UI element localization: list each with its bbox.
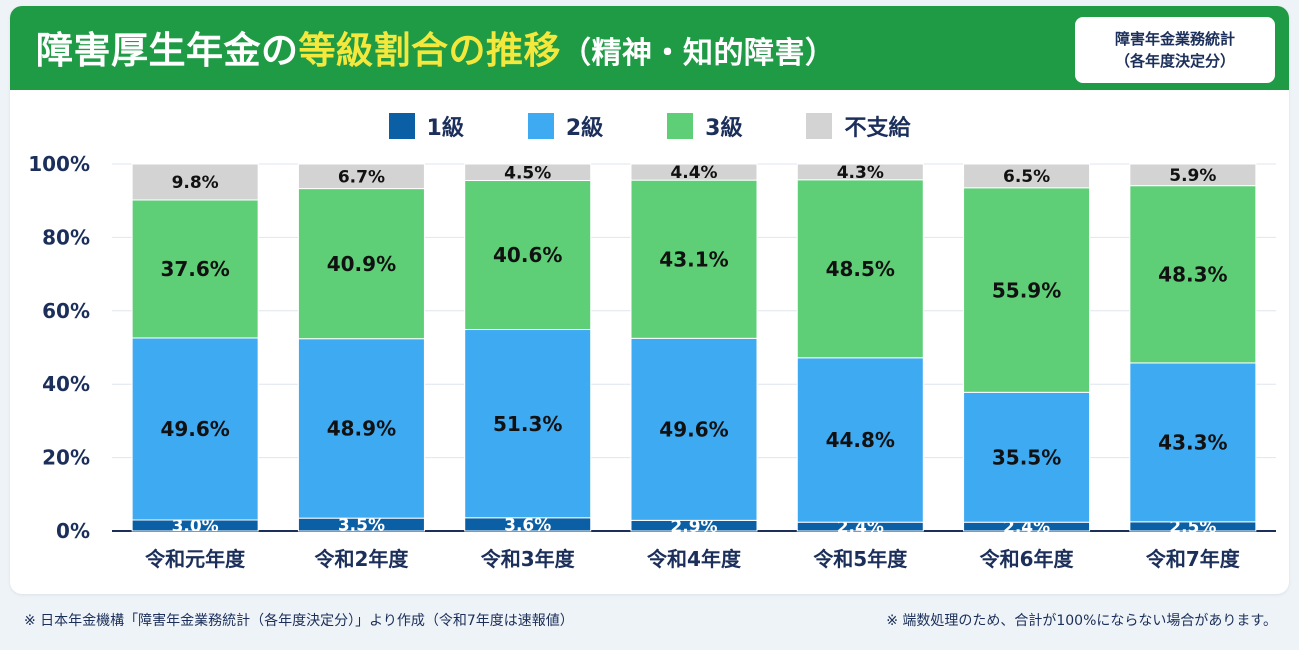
x-category-label: 令和4年度 — [647, 547, 742, 571]
bar-segment-grade3 — [1129, 185, 1257, 364]
bar-segment-grade2 — [796, 357, 924, 523]
bar-segment-grade3 — [963, 187, 1091, 393]
x-category-label: 令和5年度 — [813, 547, 908, 571]
y-tick-label: 40% — [42, 372, 90, 396]
bar-segment-grade2 — [464, 329, 592, 519]
legend-item-unpaid: 不支給 — [806, 110, 910, 142]
legend-label: 3級 — [705, 116, 743, 141]
y-tick-label: 60% — [42, 299, 90, 323]
bar-segment-grade3 — [464, 180, 592, 331]
data-label: 2.5% — [1169, 518, 1216, 538]
data-label: 43.1% — [659, 247, 728, 271]
bar-segment-grade3 — [796, 179, 924, 359]
legend-swatch — [806, 113, 833, 139]
y-tick-label: 0% — [56, 519, 90, 543]
x-category-label: 令和元年度 — [145, 547, 246, 571]
data-label: 49.6% — [659, 418, 728, 442]
bar-segment-unpaid — [1129, 163, 1257, 187]
data-label: 4.4% — [670, 163, 717, 183]
data-label: 35.5% — [992, 445, 1061, 469]
data-label: 6.5% — [1003, 167, 1050, 187]
chart-title: 障害厚生年金の等級割合の推移（精神・知的障害） — [36, 20, 836, 74]
data-label: 2.9% — [670, 517, 717, 537]
data-label: 4.5% — [504, 163, 551, 183]
bar-segment-unpaid — [963, 163, 1091, 189]
y-tick-label: 100% — [28, 152, 90, 176]
data-label: 6.7% — [338, 167, 385, 187]
x-category-label: 令和3年度 — [481, 547, 576, 571]
chart-card: 障害厚生年金の等級割合の推移（精神・知的障害） 障害年金業務統計 （各年度決定分… — [10, 6, 1289, 594]
data-label: 48.5% — [826, 257, 895, 281]
legend-swatch — [527, 113, 554, 139]
data-label: 9.8% — [172, 173, 219, 193]
data-label: 2.4% — [1003, 518, 1050, 538]
bar-segment-unpaid — [630, 163, 758, 181]
legend-item-grade3: 3級 — [667, 110, 742, 142]
source-line2: （各年度決定分） — [1114, 52, 1235, 70]
legend-swatch — [388, 113, 415, 139]
bar-segment-unpaid — [464, 163, 592, 182]
data-label: 48.9% — [327, 417, 396, 441]
data-label: 3.6% — [504, 516, 551, 536]
y-tick-label: 20% — [42, 446, 90, 470]
bar-segment-unpaid — [297, 163, 425, 190]
data-label: 49.6% — [160, 417, 229, 441]
bar-segment-grade2 — [131, 337, 259, 521]
bar-segment-grade3 — [131, 199, 259, 339]
data-label: 37.6% — [160, 257, 229, 281]
data-label: 40.9% — [327, 252, 396, 276]
legend-label: 1級 — [426, 116, 464, 141]
legend-item-grade2: 2級 — [527, 110, 604, 142]
source-line1: 障害年金業務統計 — [1114, 30, 1235, 48]
chart-legend: 1級 2級 3級 不支給 — [10, 106, 1289, 146]
data-label: 43.3% — [1158, 431, 1227, 455]
data-label: 3.0% — [172, 517, 219, 537]
x-category-label: 令和7年度 — [1146, 547, 1241, 571]
data-label: 40.6% — [493, 243, 562, 267]
legend-label: 2級 — [565, 116, 604, 141]
y-tick-label: 80% — [42, 225, 90, 249]
data-label: 55.9% — [992, 278, 1061, 302]
bar-segment-unpaid — [796, 163, 924, 181]
bar-segment-grade3 — [630, 179, 758, 339]
x-category-label: 令和2年度 — [314, 547, 409, 571]
title-highlight: 等級割合の推移 — [298, 29, 561, 72]
bar-segment-grade2 — [630, 337, 758, 521]
header-banner: 障害厚生年金の等級割合の推移（精神・知的障害） 障害年金業務統計 （各年度決定分… — [10, 6, 1289, 90]
data-label: 5.9% — [1169, 166, 1216, 186]
source-badge: 障害年金業務統計 （各年度決定分） — [1075, 17, 1275, 83]
data-label: 48.3% — [1158, 262, 1227, 286]
data-label: 4.3% — [837, 163, 884, 183]
legend-item-grade1: 1級 — [388, 110, 464, 142]
footer-source-note: ※ 日本年金機構「障害年金業務統計（各年度決定分）」より作成（令和7年度は速報値… — [24, 613, 574, 629]
data-label: 44.8% — [826, 428, 895, 452]
data-label: 2.4% — [837, 518, 884, 538]
x-category-label: 令和6年度 — [980, 547, 1075, 571]
footer-rounding-note: ※ 端数処理のため、合計が100%にならない場合があります。 — [886, 613, 1277, 629]
title-part2: （精神・知的障害） — [561, 36, 836, 71]
bar-segment-grade2 — [1129, 362, 1257, 523]
legend-label: 不支給 — [844, 116, 911, 141]
bar-segment-unpaid — [131, 163, 259, 201]
bar-segment-grade3 — [297, 188, 425, 340]
stacked-bar-chart: 0% 20% 40% 60% 80% 100% 3.0% 49.6% 37.6% 9.8% 令和元年… — [28, 152, 1276, 571]
bar-segment-grade2 — [297, 338, 425, 519]
title-part1: 障害厚生年金の — [36, 29, 299, 72]
data-label: 51.3% — [493, 412, 562, 436]
data-label: 3.5% — [338, 516, 385, 536]
legend-swatch — [667, 113, 694, 139]
